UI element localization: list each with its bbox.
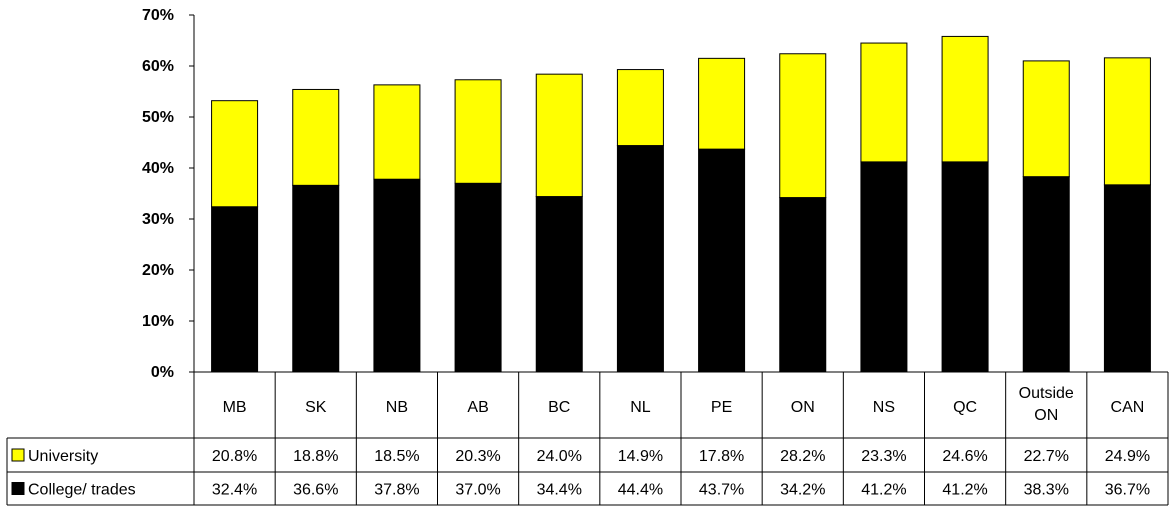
y-tick-label: 10% [142,313,174,330]
x-category-label: ON [1034,407,1058,424]
bar-college-trades [454,182,502,373]
y-tick-label: 50% [142,109,174,126]
y-tick-label: 20% [142,262,174,279]
bar-college-trades [779,197,827,373]
legend-swatch [11,448,25,462]
y-tick-label: 40% [142,160,174,177]
bar-university [1103,57,1151,186]
bar-university [1022,60,1070,178]
data-table-value: 24.6% [942,448,987,465]
bar-college-trades [1022,176,1070,373]
data-table-value: 41.2% [942,482,987,499]
bar-university [454,79,502,184]
data-table-value: 34.4% [537,482,582,499]
bar-university [292,88,340,186]
bar-college-trades [373,178,421,373]
x-category-label: CAN [1111,399,1145,416]
legend-label: University [28,448,98,465]
x-category-label: NS [873,399,895,416]
data-table-value: 36.7% [1105,482,1150,499]
data-table-value: 28.2% [780,448,825,465]
data-table-value: 38.3% [1024,482,1069,499]
bar-college-trades [292,184,340,373]
bar-college-trades [616,145,664,373]
y-tick-label: 70% [142,7,174,24]
legend-swatch [11,482,25,495]
data-table-value: 18.5% [374,448,419,465]
x-category-label: AB [467,399,488,416]
x-category-label: NB [386,399,408,416]
data-table-value: 44.4% [618,482,663,499]
data-table-value: 20.3% [455,448,500,465]
data-table-value: 24.9% [1105,448,1150,465]
data-table-value: 22.7% [1024,448,1069,465]
data-table-value: 20.8% [212,448,257,465]
x-category-label: NL [630,399,651,416]
data-table-value: 17.8% [699,448,744,465]
bar-college-trades [211,206,259,373]
bar-college-trades [535,196,583,373]
y-tick-label: 60% [142,58,174,75]
y-tick-label: 30% [142,211,174,228]
bar-college-trades [698,148,746,373]
x-category-label: MB [223,399,247,416]
bar-college-trades [860,161,908,373]
data-table-value: 24.0% [537,448,582,465]
x-category-label: QC [953,399,977,416]
data-table-value: 36.6% [293,482,338,499]
data-table-value: 18.8% [293,448,338,465]
x-category-label: SK [305,399,327,416]
data-table-value: 43.7% [699,482,744,499]
bar-college-trades [941,161,989,373]
x-category-label: PE [711,399,732,416]
bar-university [941,35,989,163]
x-category-label: BC [548,399,570,416]
data-table-value: 34.2% [780,482,825,499]
bar-university [698,57,746,150]
bar-university [373,84,421,180]
data-table-value: 37.0% [455,482,500,499]
bar-university [211,100,259,208]
bar-college-trades [1103,184,1151,373]
bar-university [616,69,664,147]
legend-label: College/ trades [28,482,136,499]
data-table-value: 37.8% [374,482,419,499]
data-table-value: 32.4% [212,482,257,499]
bar-university [860,42,908,163]
x-category-label: ON [791,399,815,416]
data-table-value: 14.9% [618,448,663,465]
data-table-value: 41.2% [861,482,906,499]
bar-university [779,53,827,199]
y-tick-label: 0% [151,364,174,381]
x-category-label: Outside [1019,385,1074,402]
data-table-value: 23.3% [861,448,906,465]
bar-university [535,73,583,198]
